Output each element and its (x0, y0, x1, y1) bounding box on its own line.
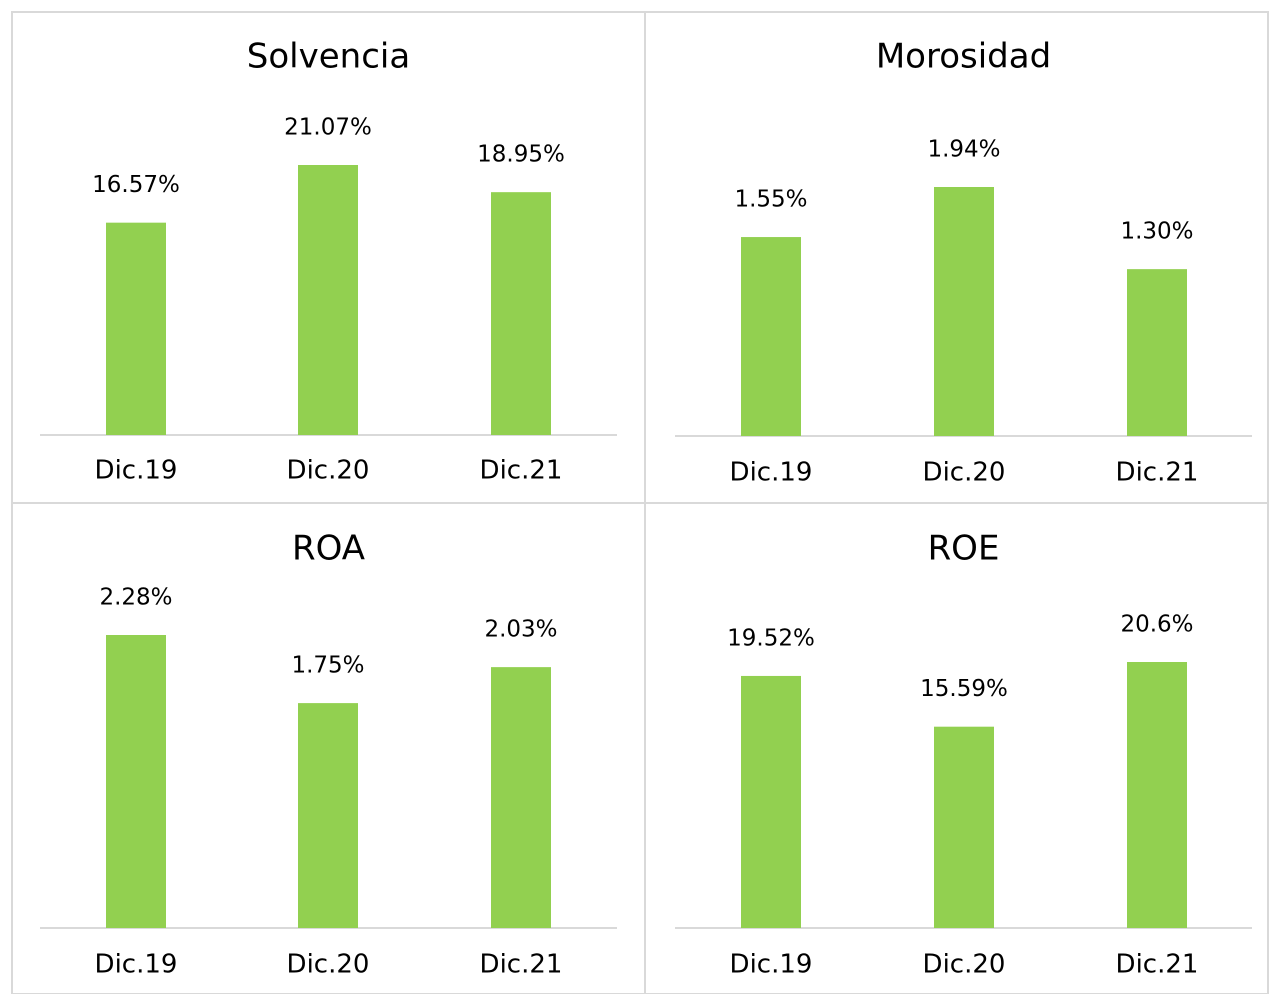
value-label: 1.30% (1120, 219, 1193, 245)
bar (934, 187, 994, 436)
bar (741, 237, 801, 436)
x-tick-label: Dic.20 (287, 950, 370, 980)
x-tick-label: Dic.20 (923, 458, 1006, 488)
value-label: 2.28% (99, 585, 172, 611)
x-tick-label: Dic.19 (95, 456, 178, 486)
value-label: 1.75% (291, 653, 364, 679)
bar (1127, 269, 1187, 436)
bar (491, 192, 551, 435)
value-label: 18.95% (477, 142, 565, 168)
bar (106, 635, 166, 928)
value-label: 15.59% (920, 676, 1008, 702)
value-label: 19.52% (727, 625, 815, 651)
bar (934, 726, 994, 928)
x-tick-label: Dic.21 (480, 456, 563, 486)
value-label: 21.07% (284, 115, 372, 141)
bar (298, 165, 358, 435)
value-label: 2.03% (484, 617, 557, 643)
x-tick-label: Dic.19 (730, 950, 813, 980)
value-label: 16.57% (92, 172, 180, 198)
bar (298, 703, 358, 928)
x-tick-label: Dic.19 (95, 950, 178, 980)
chart-title: Solvencia (247, 37, 410, 77)
chart-title: Morosidad (876, 37, 1051, 77)
value-label: 1.94% (927, 137, 1000, 163)
bar (1127, 662, 1187, 928)
x-tick-label: Dic.21 (1116, 950, 1199, 980)
x-tick-label: Dic.21 (480, 950, 563, 980)
x-tick-label: Dic.19 (730, 458, 813, 488)
chart-title: ROE (928, 529, 1000, 569)
value-label: 1.55% (734, 187, 807, 213)
x-tick-label: Dic.20 (923, 950, 1006, 980)
bar (491, 667, 551, 928)
bar (106, 222, 166, 435)
bar (741, 675, 801, 928)
value-label: 20.6% (1120, 612, 1193, 638)
x-tick-label: Dic.21 (1116, 458, 1199, 488)
chart-title: ROA (292, 529, 365, 569)
x-tick-label: Dic.20 (287, 456, 370, 486)
